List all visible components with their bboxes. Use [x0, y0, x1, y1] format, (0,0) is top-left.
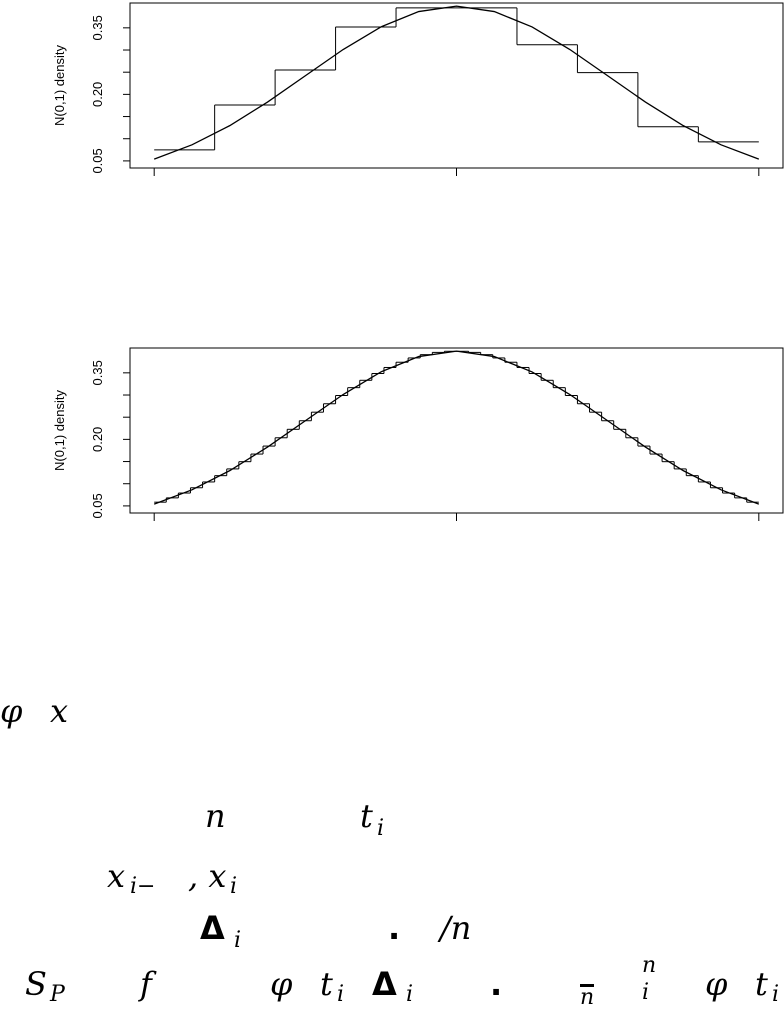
- y-tick-label: 0.05: [90, 148, 105, 173]
- math: P: [50, 982, 65, 1007]
- plot-box: [129, 2, 784, 169]
- math: n: [580, 984, 595, 1010]
- math: i: [337, 982, 345, 1007]
- math: t: [320, 965, 333, 1003]
- math: x: [107, 857, 126, 895]
- math: t: [755, 965, 768, 1003]
- math: n: [205, 797, 226, 835]
- y-tick-label: 0.35: [90, 15, 105, 40]
- math: x: [50, 692, 69, 730]
- math: φ: [705, 965, 728, 1003]
- math: /n: [440, 909, 472, 947]
- math: i−: [130, 874, 156, 899]
- math: φ: [270, 965, 293, 1003]
- math: S: [25, 965, 47, 1003]
- math: i: [230, 874, 238, 899]
- math: f: [140, 965, 152, 1003]
- math: i: [772, 982, 780, 1007]
- math: .: [388, 909, 401, 947]
- math: i: [234, 928, 242, 953]
- density-curve: [153, 350, 760, 505]
- density-curve: [153, 5, 760, 160]
- math: φ: [0, 692, 23, 730]
- y-tick-label: 0.20: [90, 82, 105, 107]
- y-axis-label: N(0,1) density: [52, 390, 67, 471]
- math: .: [490, 965, 503, 1003]
- math: Δ: [372, 965, 397, 1003]
- math: Δ: [200, 909, 225, 947]
- charts: 0.05 0.20 0.35 N(0,1) density 0.05 0.20 0.35 N(…: [52, 2, 784, 521]
- y-tick-label: 0.05: [90, 493, 105, 518]
- math: i: [377, 816, 385, 841]
- math: i: [642, 980, 650, 1005]
- math: , x: [188, 857, 227, 895]
- math: i: [406, 982, 414, 1007]
- y-tick-label: 0.35: [90, 360, 105, 385]
- y-axis-label: N(0,1) density: [52, 45, 67, 126]
- y-tick-label: 0.20: [90, 427, 105, 452]
- math: t: [360, 797, 373, 835]
- math: n: [642, 953, 657, 978]
- plot-box: [129, 347, 784, 514]
